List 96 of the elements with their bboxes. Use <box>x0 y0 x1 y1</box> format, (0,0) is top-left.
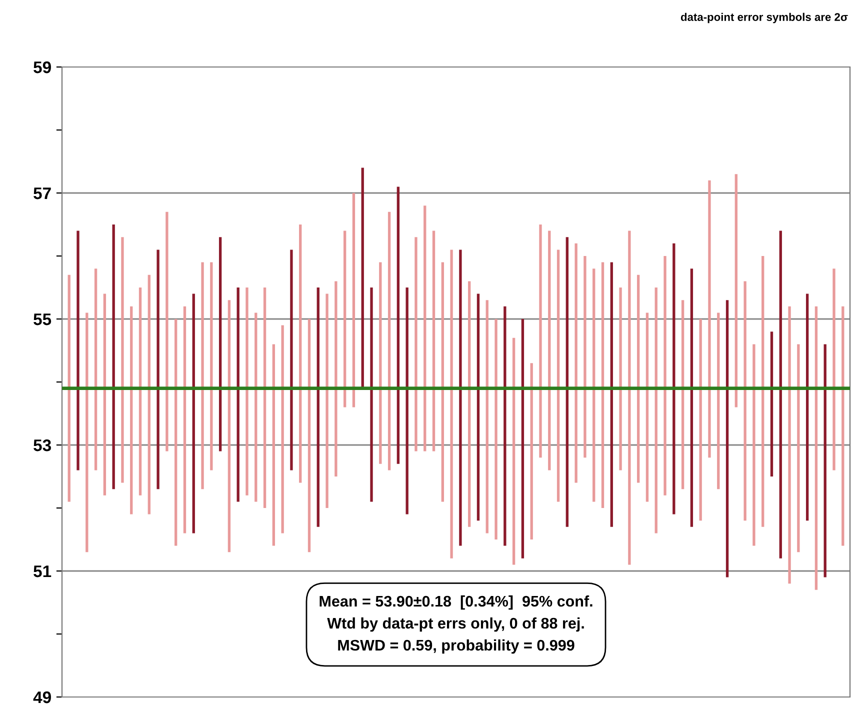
bar <box>148 274 150 514</box>
bar <box>103 294 106 496</box>
bar <box>246 288 248 496</box>
bar <box>779 230 782 558</box>
bar <box>762 256 764 527</box>
bar <box>636 274 640 483</box>
bar <box>708 180 711 458</box>
bar <box>316 288 320 527</box>
y-tick-label: 53 <box>34 439 51 452</box>
bar <box>770 332 774 476</box>
bar <box>299 224 302 483</box>
bar <box>584 256 586 458</box>
bar <box>450 250 453 558</box>
bar <box>396 186 400 464</box>
bar <box>370 288 373 502</box>
bar <box>68 274 70 502</box>
bar <box>690 268 694 527</box>
bar <box>432 230 436 452</box>
bar <box>210 262 213 470</box>
bar <box>512 338 516 565</box>
bar <box>379 262 382 464</box>
bar <box>112 224 115 490</box>
bar <box>156 250 160 490</box>
bar <box>832 268 836 470</box>
bar <box>530 363 533 540</box>
bar <box>192 294 195 534</box>
bar <box>664 256 666 496</box>
bar <box>797 344 800 552</box>
bar <box>566 237 569 527</box>
bar <box>388 212 391 470</box>
bar <box>86 312 88 552</box>
bar <box>406 288 408 514</box>
annotation: Mean = 53.90±0.18 [0.34%] 95% conf. Wtd by data-pt errs only, 0 of 88 rej. MSWD = 0.59, probability = 0.999 <box>320 595 592 654</box>
bar <box>326 294 328 508</box>
bar <box>842 306 844 546</box>
bar <box>726 300 729 578</box>
bar <box>290 250 293 470</box>
bar <box>308 319 311 552</box>
bar <box>744 281 746 521</box>
y-tick-label: 55 <box>34 314 52 326</box>
bar <box>548 230 551 470</box>
bar <box>521 319 524 558</box>
bar <box>174 319 178 546</box>
bar <box>717 312 720 490</box>
y-tick-label: 57 <box>34 188 51 200</box>
bar <box>672 243 676 514</box>
bar <box>592 268 596 502</box>
bar <box>76 230 80 470</box>
bar <box>539 224 542 458</box>
bar <box>236 288 240 502</box>
bar <box>459 250 462 546</box>
bar <box>646 312 649 502</box>
bar <box>824 344 826 578</box>
bar <box>486 300 488 534</box>
y-tick-label: 59 <box>34 61 51 74</box>
bar <box>441 262 444 502</box>
bar <box>752 344 756 546</box>
bar <box>556 250 560 502</box>
bar <box>504 306 506 546</box>
bar <box>494 319 498 540</box>
bar <box>138 288 142 496</box>
bar <box>166 212 168 452</box>
bar <box>468 281 471 527</box>
bar <box>814 306 818 590</box>
bar <box>414 237 418 452</box>
bar <box>121 237 124 483</box>
bar <box>361 168 364 388</box>
bar <box>263 288 266 508</box>
text: data-point error symbols are 2σ <box>680 12 848 24</box>
bar <box>183 306 186 534</box>
bar <box>788 306 791 584</box>
bar <box>619 288 622 470</box>
bar <box>334 281 338 476</box>
y-tick-label: 49 <box>33 691 51 704</box>
bar <box>352 193 356 408</box>
bar <box>654 288 658 534</box>
bar <box>734 174 738 408</box>
bar <box>343 230 346 408</box>
bar <box>94 268 98 470</box>
bar <box>272 344 276 546</box>
bar <box>254 312 258 502</box>
bar <box>201 262 204 490</box>
bar <box>806 294 809 521</box>
bar <box>130 306 133 514</box>
bar <box>281 325 284 534</box>
bar <box>228 300 231 552</box>
bar <box>601 262 604 508</box>
bar <box>574 243 578 483</box>
y-tick-label: 51 <box>34 566 52 578</box>
bar <box>628 230 631 565</box>
bar <box>424 206 426 452</box>
bar <box>218 237 222 452</box>
bar <box>681 300 684 490</box>
bar <box>699 319 702 521</box>
bar <box>476 294 480 521</box>
bar <box>610 262 613 527</box>
